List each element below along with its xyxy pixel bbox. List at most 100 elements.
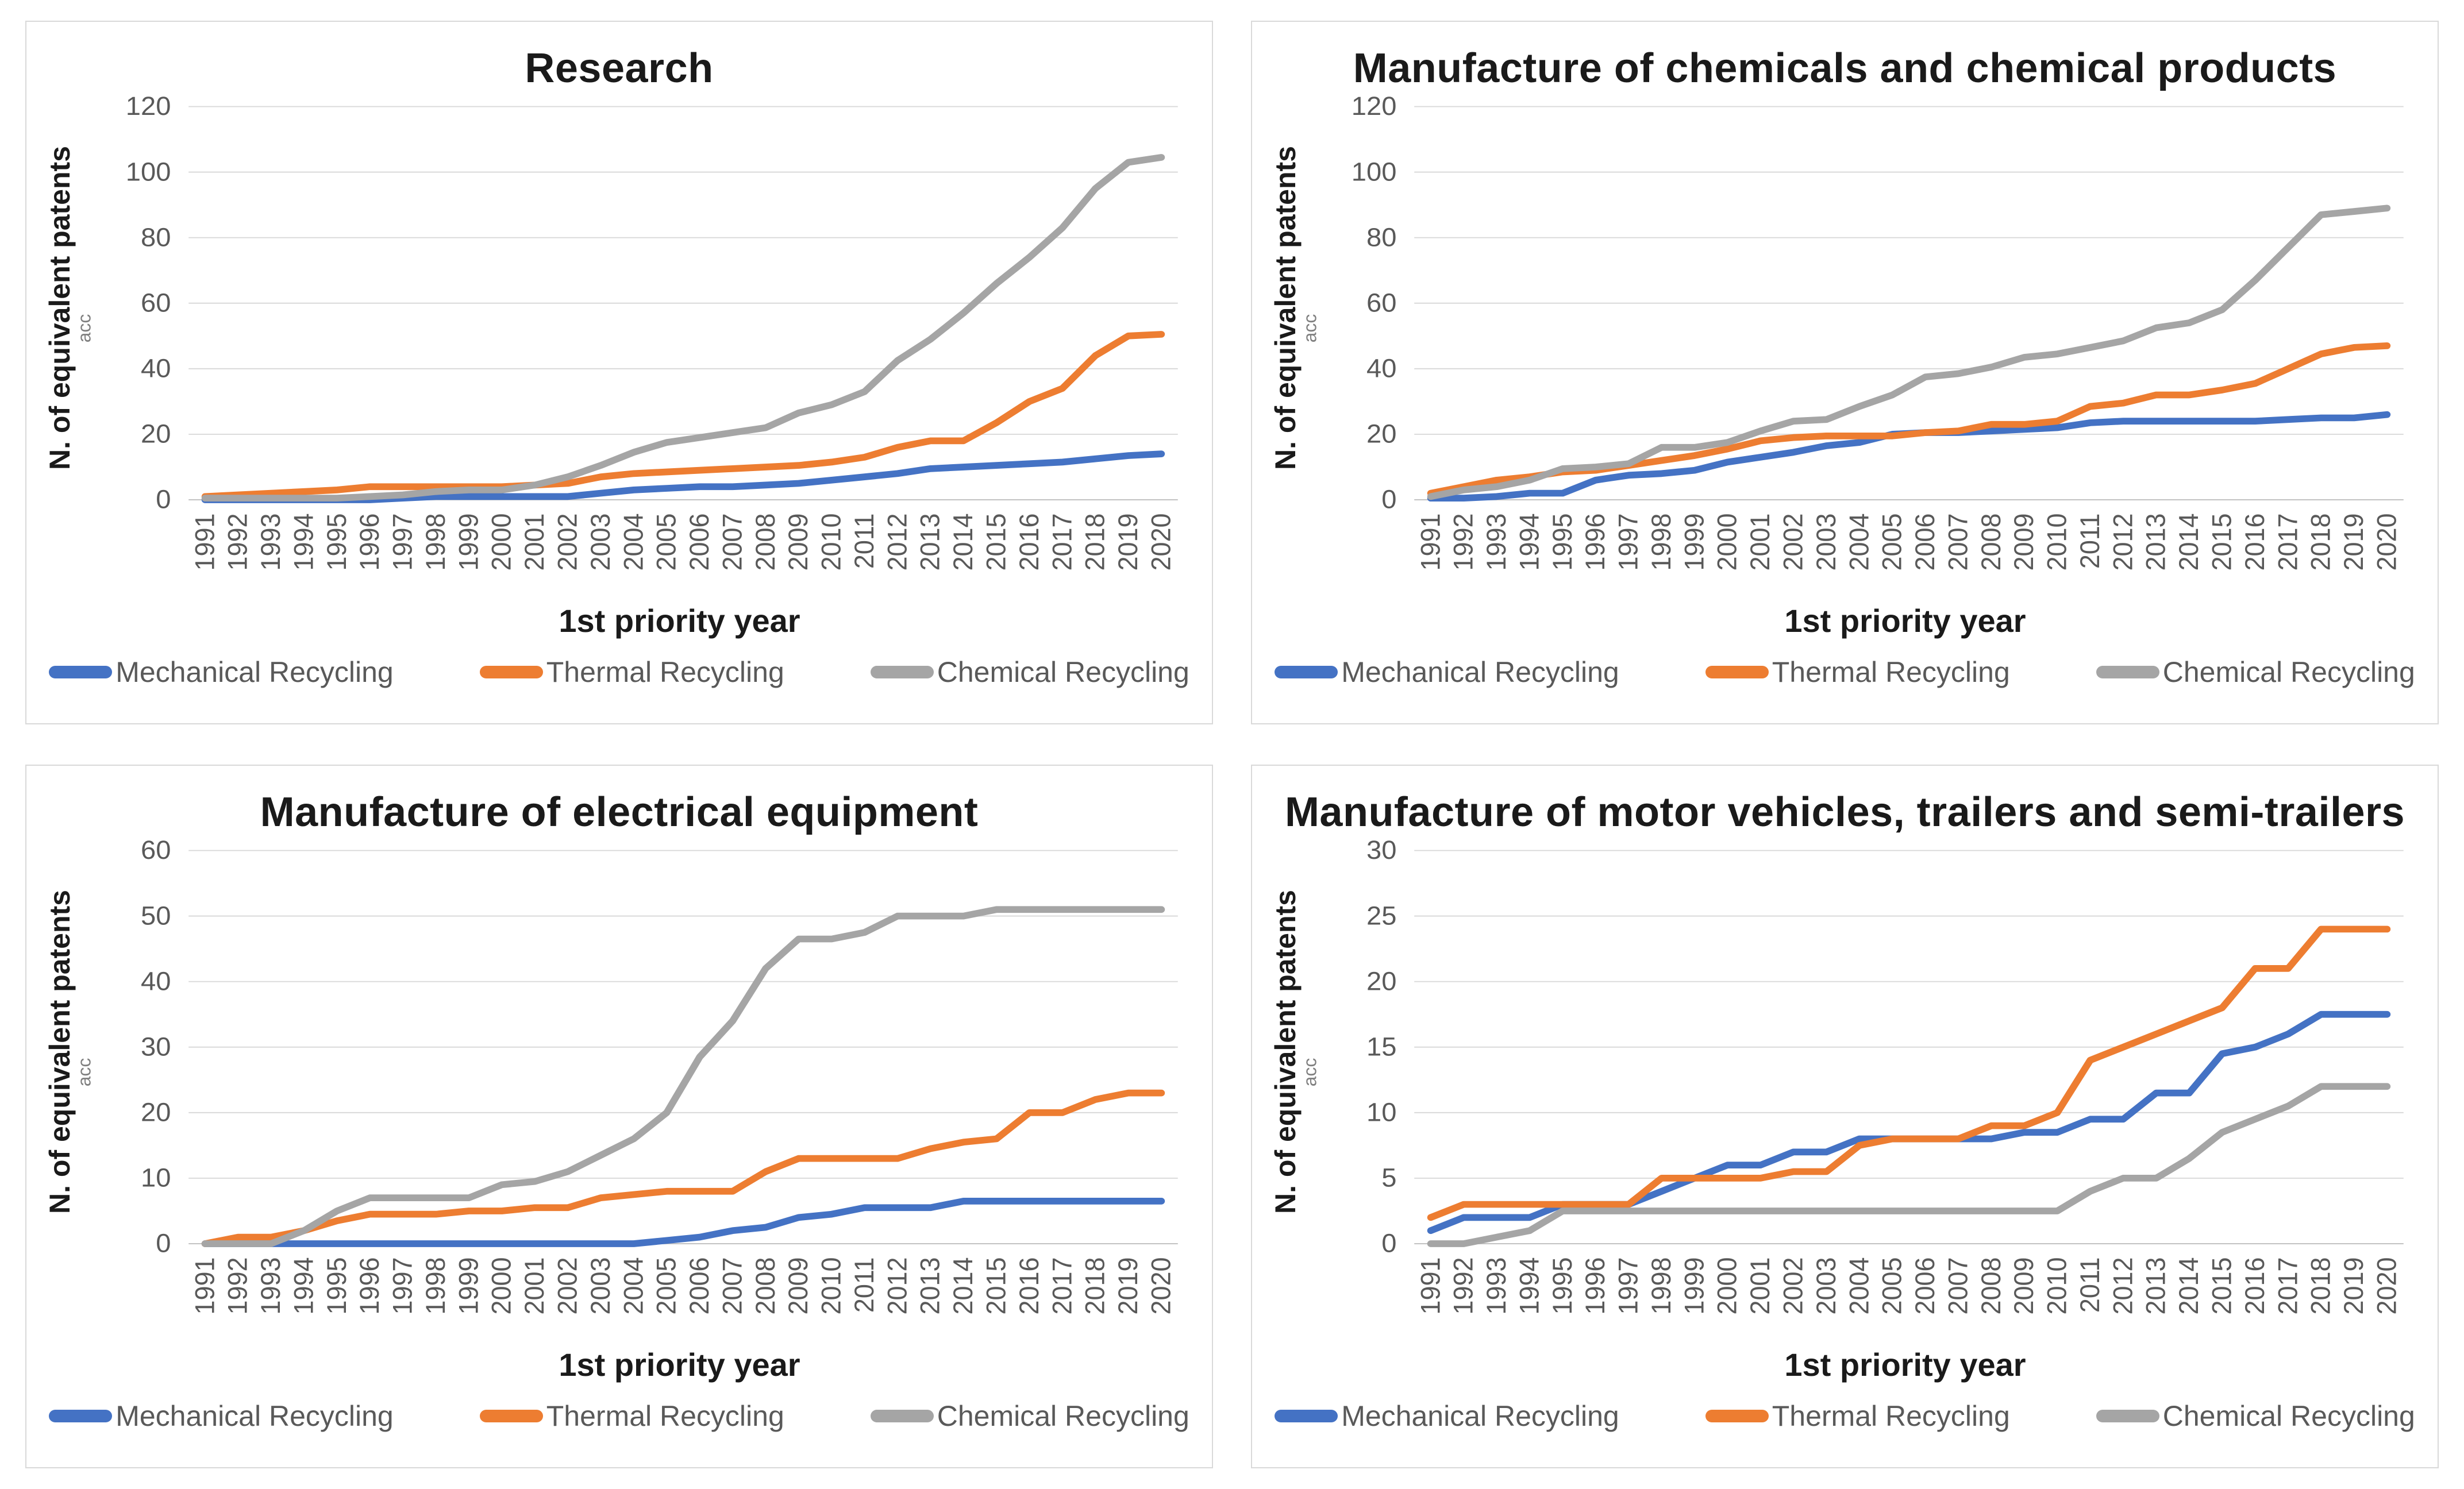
svg-text:10: 10 bbox=[1366, 1098, 1396, 1127]
legend-swatch-thermal bbox=[1705, 1410, 1769, 1422]
y-axis-title-subscript: acc bbox=[1299, 314, 1320, 343]
svg-text:20: 20 bbox=[141, 419, 171, 449]
svg-text:2018: 2018 bbox=[2305, 513, 2336, 570]
svg-text:2013: 2013 bbox=[915, 1257, 945, 1314]
svg-text:1992: 1992 bbox=[1448, 513, 1479, 570]
svg-text:2002: 2002 bbox=[552, 1257, 583, 1314]
svg-text:2009: 2009 bbox=[783, 513, 813, 570]
legend-label: Thermal Recycling bbox=[546, 1400, 784, 1432]
svg-text:1995: 1995 bbox=[321, 1257, 352, 1314]
svg-text:50: 50 bbox=[141, 901, 171, 930]
legend-label: Mechanical Recycling bbox=[1341, 656, 1619, 688]
legend-label: Mechanical Recycling bbox=[116, 1400, 394, 1432]
svg-text:1992: 1992 bbox=[222, 1257, 253, 1314]
svg-text:15: 15 bbox=[1366, 1032, 1396, 1061]
svg-text:1996: 1996 bbox=[354, 513, 384, 570]
svg-text:2011: 2011 bbox=[2074, 513, 2105, 569]
svg-text:2006: 2006 bbox=[1909, 513, 1940, 570]
svg-text:2011: 2011 bbox=[2074, 1257, 2105, 1313]
x-axis-title: 1st priority year bbox=[1784, 1347, 2026, 1383]
plot-area: 0 5 10 15 20 25 30 1991 1992 1993 1994 1995 1996 1997… bbox=[1314, 839, 2433, 1345]
svg-text:1995: 1995 bbox=[321, 513, 352, 570]
svg-text:2012: 2012 bbox=[2107, 1257, 2138, 1314]
x-axis-title: 1st priority year bbox=[1784, 603, 2026, 639]
svg-text:100: 100 bbox=[126, 157, 171, 186]
y-axis-title: N. of equivalent patents bbox=[44, 145, 76, 470]
y-axis-title: N. of equivalent patents bbox=[1269, 145, 1302, 470]
chart-body: N. of equivalent patents acc 0 20 40 60 80 10… bbox=[1257, 95, 2433, 601]
x-axis-title: 1st priority year bbox=[559, 603, 800, 639]
legend-label: Thermal Recycling bbox=[1772, 656, 2010, 688]
legend-item-mechanical: Mechanical Recycling bbox=[49, 1399, 394, 1433]
legend-label: Thermal Recycling bbox=[546, 656, 784, 688]
svg-text:2018: 2018 bbox=[2305, 1257, 2336, 1314]
legend-swatch-thermal bbox=[479, 666, 543, 678]
svg-text:2007: 2007 bbox=[717, 513, 747, 570]
svg-text:2017: 2017 bbox=[1046, 1257, 1077, 1314]
svg-text:2011: 2011 bbox=[849, 513, 879, 569]
svg-text:2019: 2019 bbox=[2338, 1257, 2369, 1314]
y-axis-title: N. of equivalent patents bbox=[44, 889, 76, 1214]
svg-text:2018: 2018 bbox=[1080, 513, 1110, 570]
x-axis-title: 1st priority year bbox=[559, 1347, 800, 1383]
svg-text:2001: 2001 bbox=[1745, 1257, 1775, 1314]
svg-text:2000: 2000 bbox=[486, 513, 517, 570]
svg-text:20: 20 bbox=[141, 1098, 171, 1127]
plot-area: 0 10 20 30 40 50 60 1991 1992 1993 1994 1995 1996 199… bbox=[88, 839, 1207, 1345]
svg-text:2019: 2019 bbox=[1112, 513, 1143, 570]
svg-text:2009: 2009 bbox=[783, 1257, 813, 1314]
y-axis-title-subscript: acc bbox=[1299, 1058, 1320, 1087]
y-axis-title-column: N. of equivalent patents acc bbox=[1257, 95, 1320, 601]
svg-text:2012: 2012 bbox=[881, 1257, 912, 1314]
svg-text:2007: 2007 bbox=[717, 1257, 747, 1314]
chart-panel-motor-vehicles: Manufacture of motor vehicles, trailers … bbox=[1251, 765, 2439, 1468]
y-axis-title-column: N. of equivalent patents acc bbox=[31, 95, 94, 601]
svg-text:2015: 2015 bbox=[981, 513, 1011, 570]
legend-swatch-chemical bbox=[2096, 666, 2159, 678]
svg-text:1998: 1998 bbox=[1646, 513, 1676, 570]
svg-text:2013: 2013 bbox=[2140, 1257, 2171, 1314]
svg-text:1995: 1995 bbox=[1547, 1257, 1577, 1314]
svg-text:2002: 2002 bbox=[552, 513, 583, 570]
svg-text:2005: 2005 bbox=[651, 513, 682, 570]
svg-text:120: 120 bbox=[126, 95, 171, 121]
legend-label: Chemical Recycling bbox=[2162, 1400, 2415, 1432]
svg-text:2020: 2020 bbox=[1145, 1257, 1176, 1314]
svg-text:1991: 1991 bbox=[1415, 513, 1445, 570]
plot-area: 0 20 40 60 80 100 120 1991 1992 1993 1994 1995 1996 1… bbox=[1314, 95, 2433, 601]
legend-swatch-mechanical bbox=[49, 666, 113, 678]
svg-text:80: 80 bbox=[1366, 222, 1396, 252]
svg-text:2007: 2007 bbox=[1942, 1257, 1973, 1314]
chart-body: N. of equivalent patents acc 0 20 40 60 80 10… bbox=[31, 95, 1207, 601]
legend-label: Thermal Recycling bbox=[1772, 1400, 2010, 1432]
svg-text:2010: 2010 bbox=[2042, 513, 2072, 570]
chart-body: N. of equivalent patents acc 0 5 10 15 20 25 3… bbox=[1257, 839, 2433, 1345]
legend-swatch-thermal bbox=[1705, 666, 1769, 678]
svg-text:2008: 2008 bbox=[750, 1257, 780, 1314]
svg-text:2000: 2000 bbox=[1712, 513, 1742, 570]
svg-text:120: 120 bbox=[1352, 95, 1397, 121]
chart-panel-chemicals: Manufacture of chemicals and chemical pr… bbox=[1251, 21, 2439, 724]
svg-text:2020: 2020 bbox=[2371, 1257, 2401, 1314]
svg-text:2016: 2016 bbox=[2239, 513, 2270, 570]
svg-text:1995: 1995 bbox=[1547, 513, 1577, 570]
svg-text:2004: 2004 bbox=[618, 513, 648, 570]
legend-label: Mechanical Recycling bbox=[1341, 1400, 1619, 1432]
svg-text:2006: 2006 bbox=[1909, 1257, 1940, 1314]
svg-text:2015: 2015 bbox=[2207, 1257, 2237, 1314]
svg-text:30: 30 bbox=[1366, 839, 1396, 865]
chart-title: Manufacture of motor vehicles, trailers … bbox=[1284, 789, 2405, 835]
plot-area: 0 20 40 60 80 100 120 1991 1992 1993 1994 1995 1996 1… bbox=[88, 95, 1207, 601]
chart-legend: Mechanical Recycling Thermal Recycling C… bbox=[31, 1399, 1207, 1433]
svg-text:1996: 1996 bbox=[1580, 513, 1610, 570]
svg-text:2010: 2010 bbox=[816, 1257, 846, 1314]
svg-text:2010: 2010 bbox=[2042, 1257, 2072, 1314]
svg-text:2003: 2003 bbox=[1811, 1257, 1841, 1314]
y-axis-title-subscript: acc bbox=[74, 1058, 95, 1087]
svg-text:1996: 1996 bbox=[1580, 1257, 1610, 1314]
svg-text:40: 40 bbox=[141, 354, 171, 383]
svg-text:1998: 1998 bbox=[1646, 1257, 1676, 1314]
svg-text:2010: 2010 bbox=[816, 513, 846, 570]
